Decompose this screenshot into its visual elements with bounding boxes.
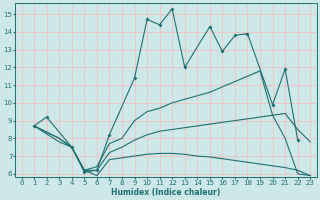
X-axis label: Humidex (Indice chaleur): Humidex (Indice chaleur) [111,188,220,197]
